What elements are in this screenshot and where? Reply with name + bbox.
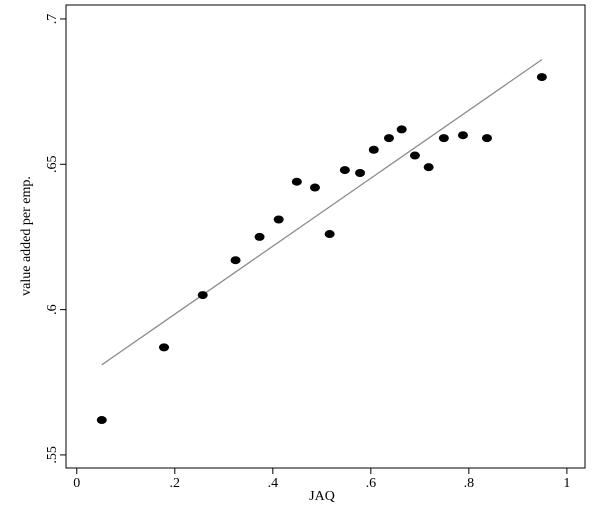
x-tick-label: .4: [268, 476, 279, 491]
point: [96, 416, 107, 425]
x-tick-label: .8: [464, 476, 475, 491]
y-axis-title: value added per emp.: [19, 176, 34, 296]
point: [309, 183, 320, 192]
point: [230, 256, 241, 265]
x-tick-label: .2: [170, 476, 181, 491]
point: [254, 232, 265, 241]
plot-frame: [65, 4, 586, 469]
x-tick-label: 1: [563, 476, 570, 491]
y-tick-label: .65: [45, 156, 60, 174]
point: [383, 134, 394, 143]
point: [438, 134, 449, 143]
point: [291, 177, 302, 186]
point: [536, 73, 547, 82]
point: [159, 343, 170, 352]
point: [339, 166, 350, 175]
fit-line: [101, 59, 543, 366]
y-tick-label: .6: [45, 304, 60, 315]
y-tick-label: .55: [45, 446, 60, 464]
y-tick-label: .7: [45, 14, 60, 25]
point: [273, 215, 284, 224]
x-tick-label: 0: [73, 476, 80, 491]
point: [423, 163, 434, 172]
point: [457, 131, 468, 140]
point: [481, 134, 492, 143]
point: [197, 291, 208, 300]
point: [324, 230, 335, 239]
point: [355, 168, 366, 177]
point: [409, 151, 420, 160]
x-tick-label: .6: [366, 476, 377, 491]
x-axis-title: JAQ: [309, 489, 335, 504]
point: [396, 125, 407, 134]
point: [368, 145, 379, 154]
